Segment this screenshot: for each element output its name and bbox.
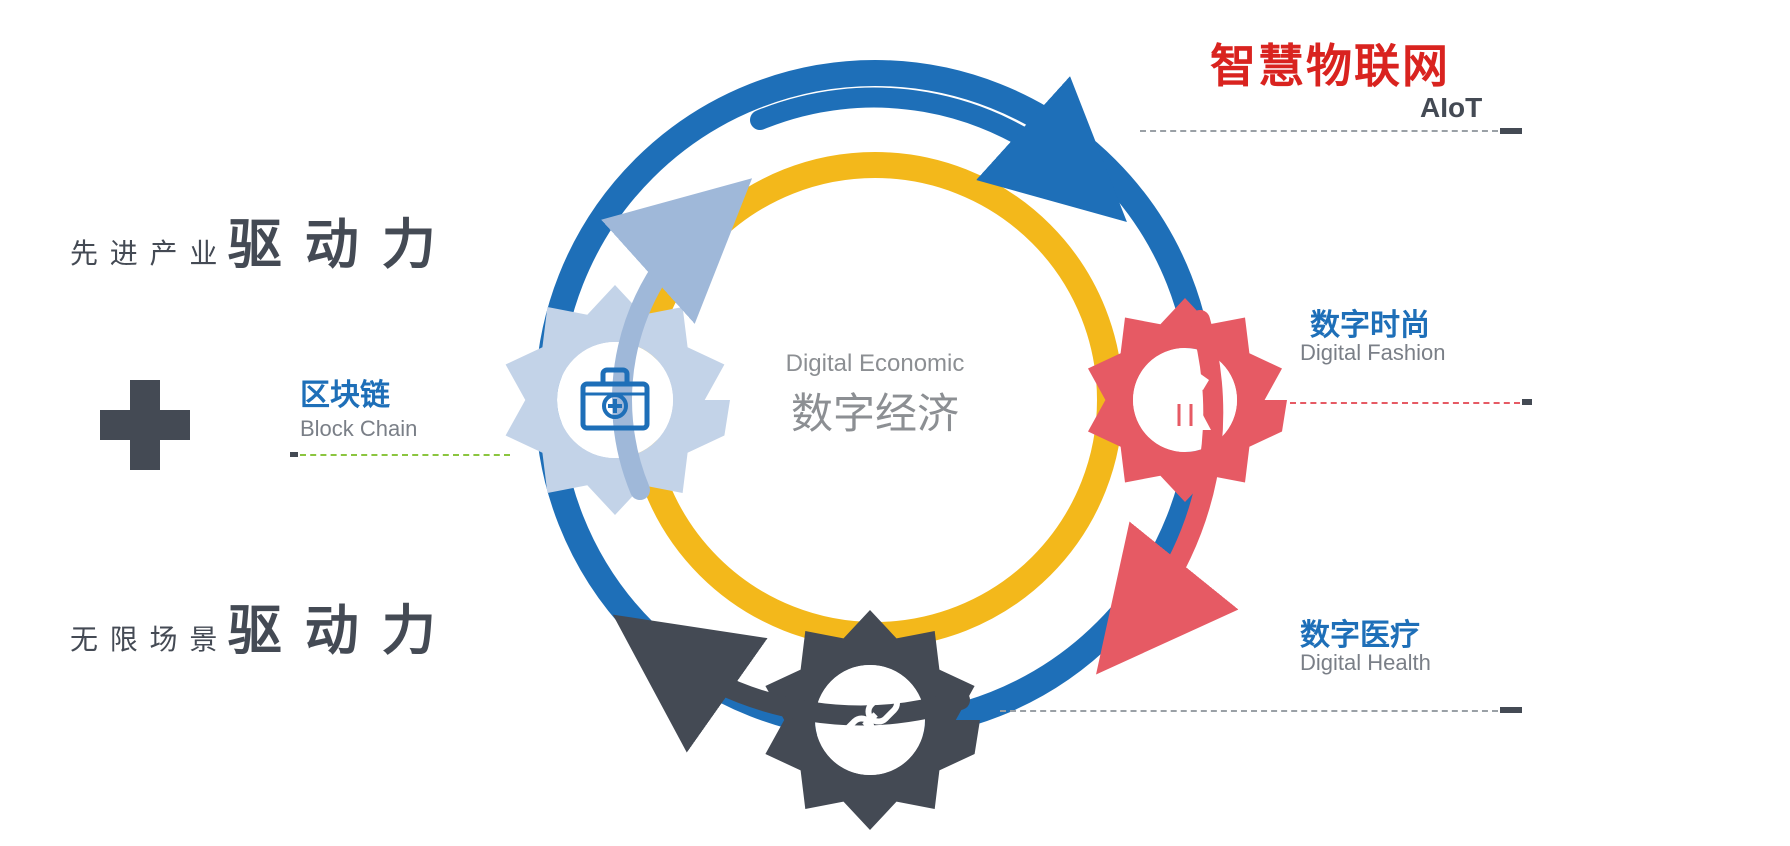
health-sub: Digital Health: [1300, 650, 1431, 676]
diagram-root: 先 进 产 业 驱 动 力 无 限 场 景 驱 动 力 区块链 Block Ch…: [0, 0, 1790, 846]
aiot-tick: [1500, 128, 1522, 134]
center-label-cn: 数字经济: [735, 380, 1015, 441]
fashion-dash: [1290, 402, 1520, 404]
center-label-en: Digital Economic: [735, 350, 1015, 378]
aiot-title: 智慧物联网: [1210, 30, 1450, 96]
fashion-tick: [1522, 399, 1532, 405]
fashion-sub: Digital Fashion: [1300, 340, 1446, 366]
fashion-title: 数字时尚: [1310, 300, 1430, 344]
aiot-sub: AIoT: [1420, 92, 1482, 124]
health-dash: [1000, 710, 1498, 712]
center-label: Digital Economic 数字经济: [735, 350, 1015, 441]
aiot-dash: [1140, 130, 1498, 132]
health-title: 数字医疗: [1300, 610, 1420, 654]
health-tick: [1500, 707, 1522, 713]
